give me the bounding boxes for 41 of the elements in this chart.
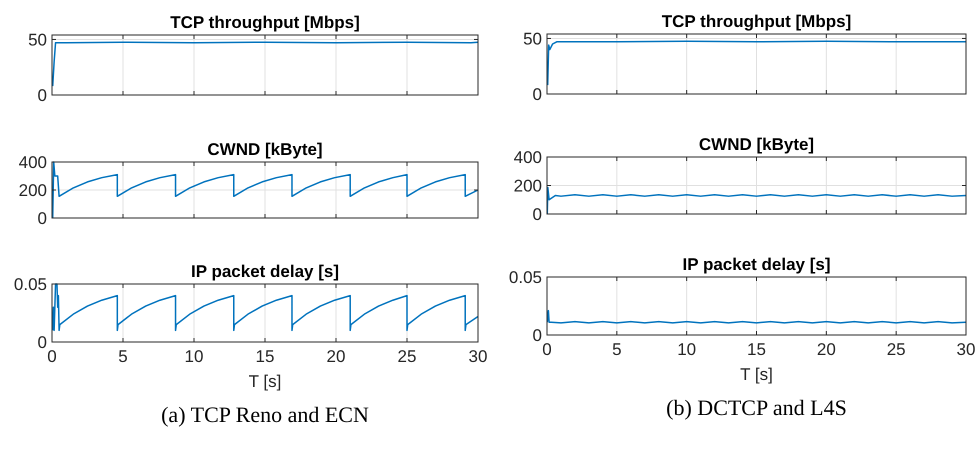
text: (a) TCP Reno and ECN [161, 402, 369, 427]
line-series [546, 40, 967, 86]
y-tick-label: 0.05 [14, 274, 47, 294]
y-tick-label: 50 [523, 29, 542, 48]
y-tick-label: 0 [532, 326, 542, 345]
y-tick-label: 200 [18, 180, 47, 200]
x-axis-title: T [s] [248, 372, 282, 391]
x-axis-title: T [s] [740, 365, 773, 384]
x-tick-label: 5 [118, 347, 128, 366]
chart-title: TCP throughput [Mbps] [170, 13, 360, 32]
x-tick-label: 15 [256, 347, 274, 366]
line-series [52, 41, 479, 87]
chart-title: IP packet delay [s] [190, 262, 340, 281]
x-tick-label: 25 [886, 340, 906, 359]
x-tick-label: 10 [677, 340, 696, 359]
y-tick-label: 0.05 [508, 268, 542, 287]
x-tick-label: 20 [326, 347, 346, 366]
y-tick-label: 0 [38, 86, 47, 105]
chart-title: TCP throughput [Mbps] [662, 12, 852, 31]
y-tick-label: 0 [38, 208, 47, 228]
line-series [546, 186, 967, 215]
chart-title: IP packet delay [s] [682, 255, 831, 274]
x-tick-label: 30 [956, 340, 976, 359]
y-tick-label: 400 [18, 152, 47, 172]
chart-title: CWND [kByte] [207, 140, 323, 159]
chart-title: CWND [kByte] [698, 135, 814, 154]
y-tick-label: 0 [532, 84, 542, 104]
line-series [52, 161, 479, 219]
x-tick-label: 25 [398, 347, 416, 366]
y-tick-label: 50 [28, 30, 47, 50]
y-tick-label: 0 [532, 204, 542, 224]
x-tick-label: 15 [747, 340, 766, 359]
x-tick-label: 10 [184, 347, 204, 366]
text: (b) DCTCP and L4S [666, 395, 847, 420]
line-series [546, 310, 967, 324]
x-tick-label: 20 [816, 340, 836, 359]
y-tick-label: 400 [514, 148, 542, 167]
x-tick-label: 30 [468, 347, 488, 366]
line-series [52, 283, 479, 332]
x-tick-label: 5 [612, 340, 622, 359]
y-tick-label: 200 [514, 176, 542, 196]
